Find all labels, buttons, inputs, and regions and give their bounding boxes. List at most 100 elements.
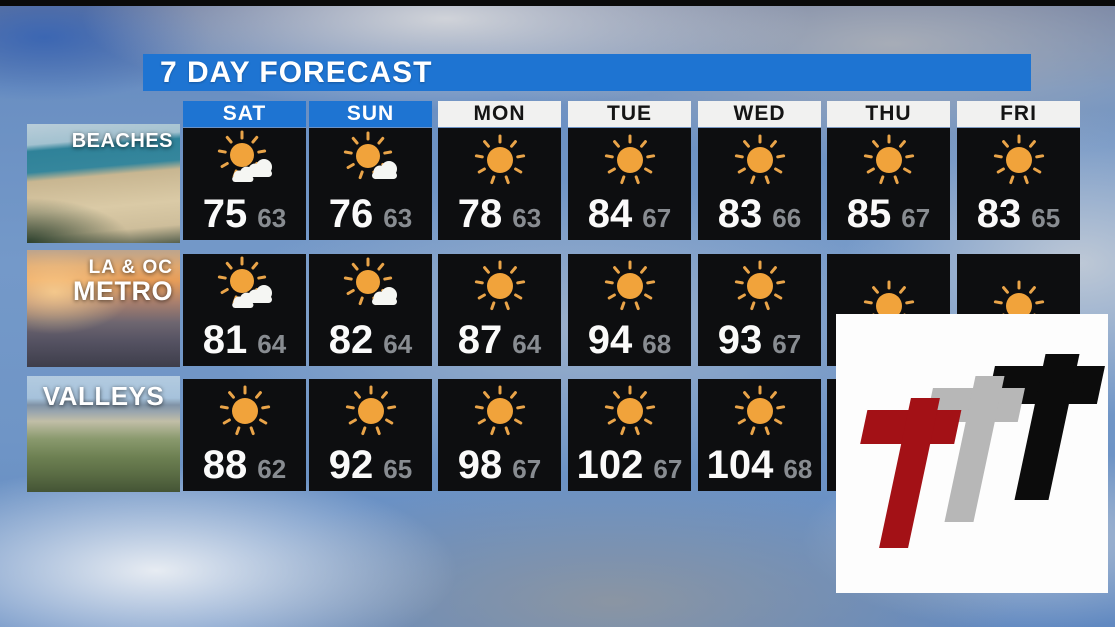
temperature-pair: 87 64 — [458, 320, 541, 367]
sun-icon — [857, 128, 921, 194]
sun-icon — [468, 128, 532, 194]
temperature-pair: 93 67 — [718, 320, 801, 367]
day-header-label: FRI — [1000, 102, 1037, 125]
high-temp: 93 — [717, 318, 763, 362]
temperature-pair: 75 63 — [203, 194, 286, 241]
forecast-cell-beaches-fri: 83 65 — [957, 128, 1080, 240]
region-label-text: METRO — [73, 276, 173, 307]
temperature-pair: 84 67 — [588, 194, 671, 241]
day-header-label: WED — [733, 102, 786, 125]
high-temp: 78 — [457, 192, 503, 236]
forecast-cell-valleys-wed: 104 68 — [698, 379, 821, 491]
region-image-valleys: VALLEYS — [27, 376, 180, 492]
high-temp: 75 — [202, 192, 248, 236]
temperature-pair: 98 67 — [458, 445, 541, 492]
day-header-label: SUN — [346, 102, 395, 125]
sun-icon — [339, 379, 403, 445]
forecast-cell-beaches-sat: 75 63 — [183, 128, 306, 240]
low-temp: 68 — [783, 454, 813, 484]
sun-icon — [857, 254, 921, 359]
region-label-text: LA & OC — [88, 257, 173, 278]
day-header-label: TUE — [607, 102, 652, 125]
forecast-cell-beaches-tue: 84 67 — [568, 128, 691, 240]
forecast-cell-beaches-sun: 76 63 — [309, 128, 432, 240]
forecast-cell-valleys-sun: 92 65 — [309, 379, 432, 491]
temperature-pair: 94 68 — [588, 320, 671, 367]
partly-cloudy-icon — [213, 128, 277, 194]
low-temp: 64 — [383, 329, 413, 359]
high-temp: 84 — [587, 192, 633, 236]
forecast-cell-metro-sun: 82 64 — [309, 254, 432, 366]
forecast-cell-metro-wed: 93 67 — [698, 254, 821, 366]
high-temp: 87 — [457, 318, 503, 362]
sun-icon — [728, 128, 792, 194]
day-header-fri: FRI — [957, 101, 1080, 127]
high-temp: 92 — [328, 443, 374, 487]
region-image-beaches: BEACHES — [27, 124, 180, 243]
region-label-metro: LA & OC METRO — [73, 258, 173, 306]
low-temp: 63 — [257, 203, 287, 233]
region-label-beaches: BEACHES — [72, 131, 173, 151]
region-image-metro: LA & OC METRO — [27, 250, 180, 367]
high-temp: 88 — [202, 443, 248, 487]
forecast-cell-valleys-tue: 102 67 — [568, 379, 691, 491]
forecast-cell-metro-sat: 81 64 — [183, 254, 306, 366]
day-header-sat: SAT — [183, 101, 306, 127]
forecast-cell-beaches-wed: 83 66 — [698, 128, 821, 240]
temperature-pair: 92 65 — [329, 445, 412, 492]
temperature-pair: 81 64 — [203, 320, 286, 367]
low-temp: 65 — [1031, 203, 1061, 233]
day-header-sun: SUN — [309, 101, 432, 127]
forecast-cell-metro-tue: 94 68 — [568, 254, 691, 366]
partly-cloudy-icon — [213, 254, 277, 320]
region-label-text: BEACHES — [71, 130, 173, 152]
temperature-pair: 82 64 — [329, 320, 412, 367]
day-header-tue: TUE — [568, 101, 691, 127]
sun-icon — [468, 254, 532, 320]
low-temp: 67 — [512, 454, 542, 484]
sun-icon — [598, 379, 662, 445]
sun-icon — [598, 128, 662, 194]
day-header-thu: THU — [827, 101, 950, 127]
temperature-pair: 83 65 — [977, 194, 1060, 241]
sun-icon — [728, 379, 792, 445]
day-header-label: MON — [473, 102, 526, 125]
station-logo — [836, 314, 1108, 593]
temperature-pair: 78 63 — [458, 194, 541, 241]
forecast-cell-beaches-thu: 85 67 — [827, 128, 950, 240]
low-temp: 63 — [512, 203, 542, 233]
high-temp: 81 — [202, 318, 248, 362]
temperature-pair: 104 68 — [707, 445, 813, 492]
partly-cloudy-icon — [339, 254, 403, 320]
day-header-wed: WED — [698, 101, 821, 127]
page-title: 7 DAY FORECAST — [160, 55, 433, 89]
low-temp: 68 — [642, 329, 672, 359]
sun-icon — [213, 379, 277, 445]
sun-icon — [598, 254, 662, 320]
forecast-cell-valleys-sat: 88 62 — [183, 379, 306, 491]
high-temp: 94 — [587, 318, 633, 362]
forecast-cell-beaches-mon: 78 63 — [438, 128, 561, 240]
day-header-label: SAT — [222, 102, 267, 125]
low-temp: 63 — [383, 203, 413, 233]
sun-icon — [468, 379, 532, 445]
low-temp: 62 — [257, 454, 287, 484]
day-header-mon: MON — [438, 101, 561, 127]
forecast-cell-metro-mon: 87 64 — [438, 254, 561, 366]
logo-letter-t-red — [838, 398, 964, 548]
high-temp: 85 — [846, 192, 892, 236]
forecast-title-bar: 7 DAY FORECAST — [143, 54, 1031, 91]
sun-icon — [987, 128, 1051, 194]
low-temp: 66 — [772, 203, 802, 233]
low-temp: 64 — [257, 329, 287, 359]
high-temp: 83 — [717, 192, 763, 236]
high-temp: 102 — [576, 443, 644, 487]
low-temp: 67 — [653, 454, 683, 484]
high-temp: 76 — [328, 192, 374, 236]
partly-cloudy-icon — [339, 128, 403, 194]
high-temp: 104 — [706, 443, 774, 487]
sun-icon — [728, 254, 792, 320]
low-temp: 64 — [512, 329, 542, 359]
day-header-label: THU — [865, 102, 912, 125]
